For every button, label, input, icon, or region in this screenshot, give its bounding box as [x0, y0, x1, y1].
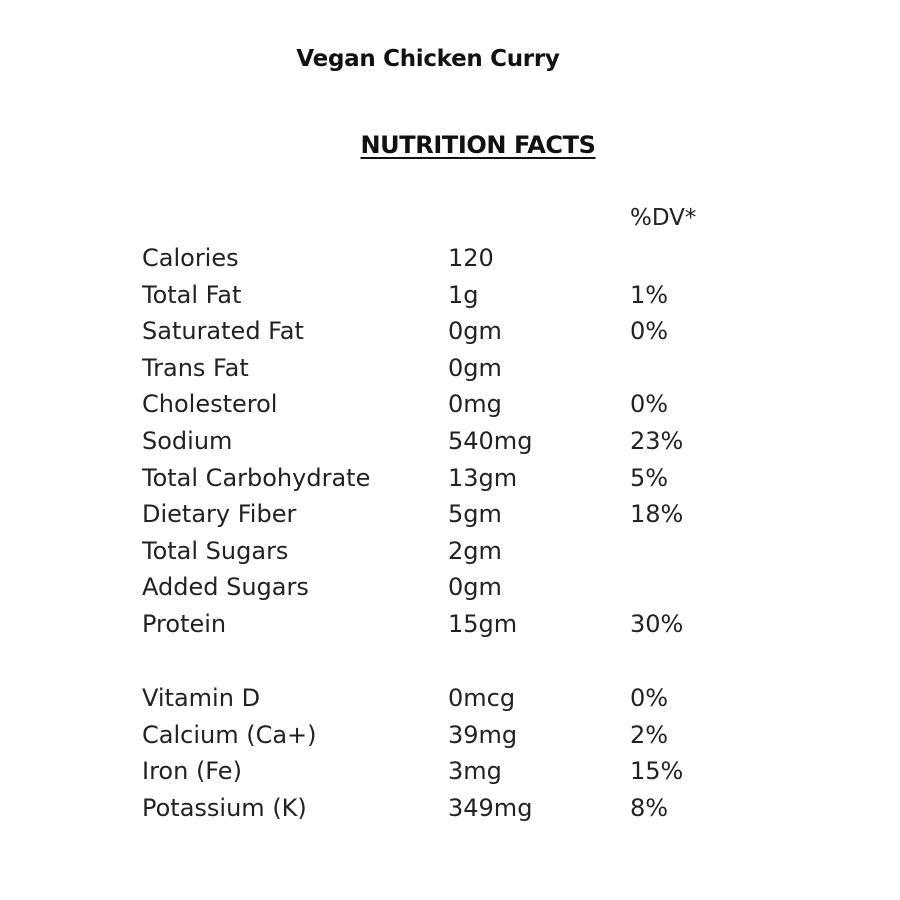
nutrient-amount: 15gm [448, 610, 518, 638]
document-title: Vegan Chicken Curry [296, 46, 560, 72]
table-row: Saturated Fat 0gm 0% [142, 313, 742, 349]
nutrient-name: Protein [142, 610, 227, 638]
mineral-dv: 8% [630, 793, 669, 822]
table-row: Added Sugars 0gm [142, 569, 742, 605]
nutrient-dv: 5% [630, 463, 669, 492]
table-row: Total Carbohydrate 13gm 5% [142, 460, 742, 496]
table-row: Dietary Fiber 5gm 18% [142, 496, 742, 532]
mineral-amount: 349mg [448, 793, 533, 822]
nutrient-dv: 18% [630, 500, 684, 529]
mineral-name: Vitamin D [142, 684, 261, 712]
nutrient-name: Added Sugars [142, 573, 309, 602]
nutrient-amount: 2gm [448, 536, 502, 565]
nutrient-name: Calories [142, 244, 239, 272]
nutrient-amount: 0gm [448, 317, 502, 346]
nutrient-name: Saturated Fat [142, 317, 304, 346]
table-row: Sodium 540mg 23% [142, 423, 742, 459]
nutrient-dv: 1% [630, 280, 669, 309]
mineral-name: Calcium (Ca+) [142, 720, 317, 749]
mineral-name: Potassium (K) [142, 793, 307, 822]
table-row: Potassium (K) 349mg 8% [142, 790, 742, 826]
table-row: Calcium (Ca+) 39mg 2% [142, 717, 742, 753]
nutrient-amount: 540mg [448, 427, 533, 455]
nutrient-dv: 30% [630, 610, 684, 638]
nutrient-name: Trans Fat [142, 353, 249, 382]
dv-column-header: %DV* [630, 205, 697, 231]
nutrient-name: Sodium [142, 427, 233, 455]
nutrient-name: Total Fat [142, 280, 242, 309]
nutrient-name: Cholesterol [142, 390, 278, 419]
nutrient-amount: 0gm [448, 353, 502, 382]
mineral-amount: 39mg [448, 720, 518, 749]
section-heading: NUTRITION FACTS [0, 131, 900, 159]
nutrient-dv: 0% [630, 390, 669, 419]
nutrient-name: Dietary Fiber [142, 500, 297, 529]
nutrient-dv: 0% [630, 317, 669, 346]
table-row: Calories 120 [142, 240, 742, 276]
nutrient-name: Total Carbohydrate [142, 463, 371, 492]
mineral-dv: 2% [630, 720, 669, 749]
section-heading-text: NUTRITION FACTS [360, 131, 596, 159]
nutrient-dv: 23% [630, 427, 684, 455]
nutrient-amount: 13gm [448, 463, 518, 492]
table-row: Total Sugars 2gm [142, 533, 742, 569]
table-row: Cholesterol 0mg 0% [142, 386, 742, 422]
nutrient-amount: 120 [448, 244, 494, 272]
table-row: Iron (Fe) 3mg 15% [142, 753, 742, 789]
nutrient-amount: 0gm [448, 573, 502, 602]
table-row: Vitamin D 0mcg 0% [142, 680, 742, 716]
nutrient-amount: 0mg [448, 390, 502, 419]
mineral-amount: 3mg [448, 757, 502, 786]
nutrient-name: Total Sugars [142, 536, 289, 565]
table-row: Protein 15gm 30% [142, 606, 742, 642]
nutrient-amount: 5gm [448, 500, 502, 529]
mineral-amount: 0mcg [448, 684, 516, 712]
table-row: Total Fat 1g 1% [142, 277, 742, 313]
nutrient-amount: 1g [448, 280, 479, 309]
table-row: Trans Fat 0gm [142, 350, 742, 386]
mineral-dv: 15% [630, 757, 684, 786]
mineral-name: Iron (Fe) [142, 757, 242, 786]
mineral-dv: 0% [630, 684, 669, 712]
